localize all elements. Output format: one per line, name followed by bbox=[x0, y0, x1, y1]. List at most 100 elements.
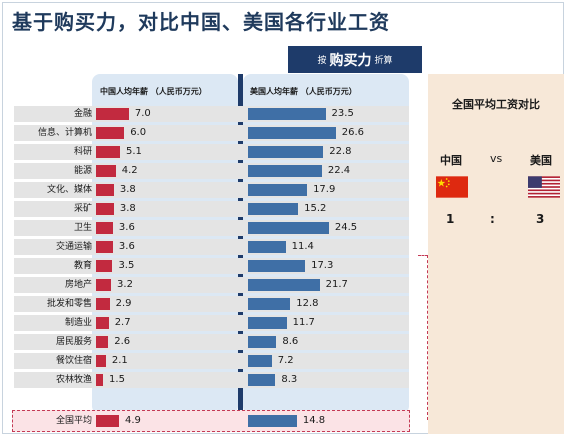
us-bar bbox=[248, 279, 320, 291]
category-label: 信息、计算机 bbox=[37, 128, 92, 138]
china-ratio: 1 bbox=[446, 212, 455, 226]
category-label: 房地产 bbox=[64, 280, 92, 290]
us-value-label: 21.7 bbox=[325, 279, 348, 290]
us-flag-icon bbox=[528, 176, 560, 198]
ratio-colon: : bbox=[490, 212, 495, 226]
china-bar bbox=[96, 203, 114, 215]
china-value-label: 3.6 bbox=[118, 222, 135, 233]
us-ratio: 3 bbox=[536, 212, 545, 226]
ppp-main: 购买力 bbox=[329, 52, 372, 69]
us-value-label: 17.3 bbox=[311, 260, 334, 271]
us-bar bbox=[248, 241, 286, 253]
us-bar bbox=[248, 317, 287, 329]
us-value-label: 24.5 bbox=[334, 222, 358, 233]
us-header: 美国人均年薪 （人民币万元） bbox=[250, 87, 357, 96]
category-label: 金融 bbox=[73, 109, 92, 119]
china-bar bbox=[96, 165, 116, 177]
china-bar bbox=[96, 222, 113, 234]
category-label: 卫生 bbox=[73, 223, 92, 233]
china-value-label: 4.2 bbox=[121, 165, 138, 176]
ppp-banner: 按 购买力 折算 bbox=[288, 46, 422, 73]
china-bar bbox=[96, 260, 112, 272]
us-value-label: 26.6 bbox=[341, 127, 365, 138]
category-label: 农林牧渔 bbox=[55, 375, 92, 385]
china-value-label: 3.2 bbox=[117, 279, 133, 290]
row-background bbox=[14, 372, 409, 388]
china-value-label: 6.0 bbox=[130, 127, 147, 138]
row-background bbox=[14, 258, 409, 274]
category-label: 批发和零售 bbox=[46, 299, 92, 309]
china-bar bbox=[96, 355, 106, 367]
category-label: 餐饮住宿 bbox=[55, 356, 92, 366]
category-label: 交通运输 bbox=[55, 242, 92, 252]
category-label: 采矿 bbox=[73, 204, 92, 214]
china-value-label: 3.8 bbox=[119, 203, 136, 214]
us-bar bbox=[248, 415, 297, 427]
national-average-title: 全国平均工资对比 bbox=[452, 98, 540, 111]
us-value-label: 12.8 bbox=[296, 298, 319, 309]
row-background bbox=[14, 315, 409, 331]
chart-title: 基于购买力，对比中国、美国各行业工资 bbox=[12, 10, 390, 34]
china-value-label: 2.6 bbox=[114, 336, 131, 347]
category-label: 文化、媒体 bbox=[46, 185, 92, 195]
us-value-label: 8.3 bbox=[281, 374, 298, 385]
national-average-panel bbox=[428, 74, 564, 434]
us-bar bbox=[248, 298, 290, 310]
us-bar bbox=[248, 374, 275, 386]
us-value-label: 17.9 bbox=[313, 184, 336, 195]
china-bar bbox=[96, 279, 111, 291]
china-value-label: 2.7 bbox=[114, 317, 131, 328]
china-bar bbox=[96, 374, 103, 386]
china-bar bbox=[96, 184, 114, 196]
us-bar bbox=[248, 355, 272, 367]
us-bar bbox=[248, 184, 307, 196]
category-label: 能源 bbox=[73, 166, 92, 176]
category-label: 科研 bbox=[73, 147, 92, 157]
china-value-label: 7.0 bbox=[134, 108, 151, 119]
us-value-label: 11.7 bbox=[292, 317, 315, 328]
us-label: 美国 bbox=[530, 154, 552, 167]
connector-arrow bbox=[418, 255, 428, 420]
china-bar bbox=[96, 298, 110, 310]
us-value-label: 15.2 bbox=[304, 203, 327, 214]
china-bar bbox=[96, 241, 113, 253]
us-bar bbox=[248, 146, 323, 158]
china-flag-icon bbox=[436, 176, 468, 198]
ppp-suffix: 折算 bbox=[374, 56, 393, 66]
china-bar bbox=[96, 146, 120, 158]
us-bar bbox=[248, 127, 336, 139]
china-value-label: 5.1 bbox=[125, 146, 142, 157]
us-value-label: 7.2 bbox=[277, 355, 294, 366]
us-bar bbox=[248, 336, 276, 348]
category-label: 全国平均 bbox=[55, 416, 92, 426]
us-bar bbox=[248, 222, 329, 234]
category-label: 居民服务 bbox=[55, 337, 92, 347]
china-header: 中国人均年薪 （人民币万元） bbox=[100, 87, 207, 96]
china-bar bbox=[96, 108, 129, 120]
us-value-label: 8.6 bbox=[282, 336, 299, 347]
us-bar bbox=[248, 260, 305, 272]
china-bar bbox=[96, 336, 108, 348]
row-background bbox=[14, 334, 409, 350]
row-background bbox=[14, 353, 409, 369]
china-value-label: 4.9 bbox=[125, 415, 141, 426]
ppp-prefix: 按 bbox=[317, 56, 327, 66]
us-value-label: 22.8 bbox=[329, 146, 352, 157]
china-value-label: 3.8 bbox=[119, 184, 136, 195]
china-bar bbox=[96, 317, 109, 329]
china-label: 中国 bbox=[440, 154, 462, 167]
category-label: 制造业 bbox=[64, 318, 92, 328]
us-value-label: 23.5 bbox=[331, 108, 354, 119]
china-value-label: 3.6 bbox=[118, 241, 135, 252]
china-bar bbox=[96, 415, 119, 427]
china-value-label: 3.5 bbox=[118, 260, 135, 271]
china-bar bbox=[96, 127, 124, 139]
row-background bbox=[14, 296, 409, 312]
china-value-label: 1.5 bbox=[109, 374, 125, 385]
vs-label: vs bbox=[490, 152, 503, 165]
us-bar bbox=[248, 108, 326, 120]
china-value-label: 2.9 bbox=[115, 298, 132, 309]
us-bar bbox=[248, 203, 298, 215]
us-value-label: 14.8 bbox=[302, 415, 326, 426]
us-bar bbox=[248, 165, 322, 177]
